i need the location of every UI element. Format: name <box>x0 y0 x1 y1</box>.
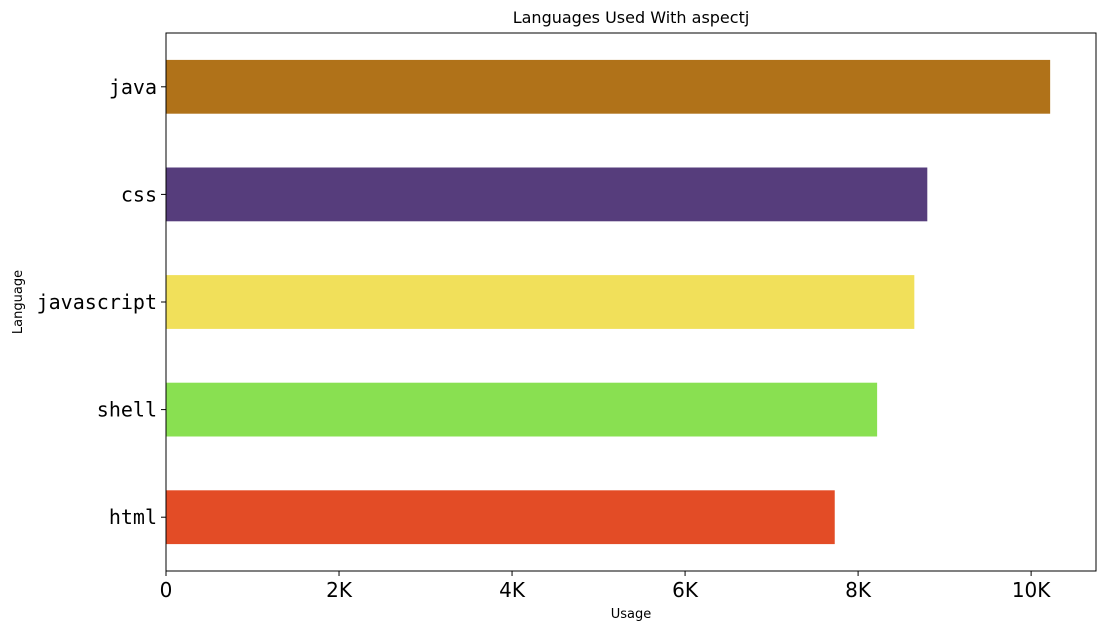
bar-html <box>166 490 835 545</box>
y-ticks-group: java css javascript shell html <box>37 75 166 529</box>
chart-title: Languages Used With aspectj <box>513 8 750 27</box>
y-axis-label: Language <box>11 270 26 334</box>
x-tick-label: 10K <box>1012 578 1051 602</box>
x-tick-label: 0 <box>160 578 173 602</box>
y-tick-label-css: css <box>121 182 157 206</box>
bars-group <box>166 59 1051 545</box>
x-ticks-group: 0 2K 4K 6K 8K 10K <box>160 571 1051 602</box>
x-tick-label: 6K <box>672 578 699 602</box>
x-axis-label: Usage <box>611 607 652 622</box>
y-tick-label-shell: shell <box>97 398 157 422</box>
y-tick-label-html: html <box>109 505 157 529</box>
x-tick-label: 4K <box>499 578 526 602</box>
bar-css <box>166 167 928 222</box>
bar-javascript <box>166 275 915 329</box>
y-tick-label-javascript: javascript <box>37 290 157 314</box>
bar-java <box>166 59 1051 114</box>
x-tick-label: 2K <box>326 578 353 602</box>
bar-shell <box>166 382 878 437</box>
plot-frame <box>165 32 1097 572</box>
y-tick-label-java: java <box>109 75 157 99</box>
x-tick-label: 8K <box>845 578 872 602</box>
